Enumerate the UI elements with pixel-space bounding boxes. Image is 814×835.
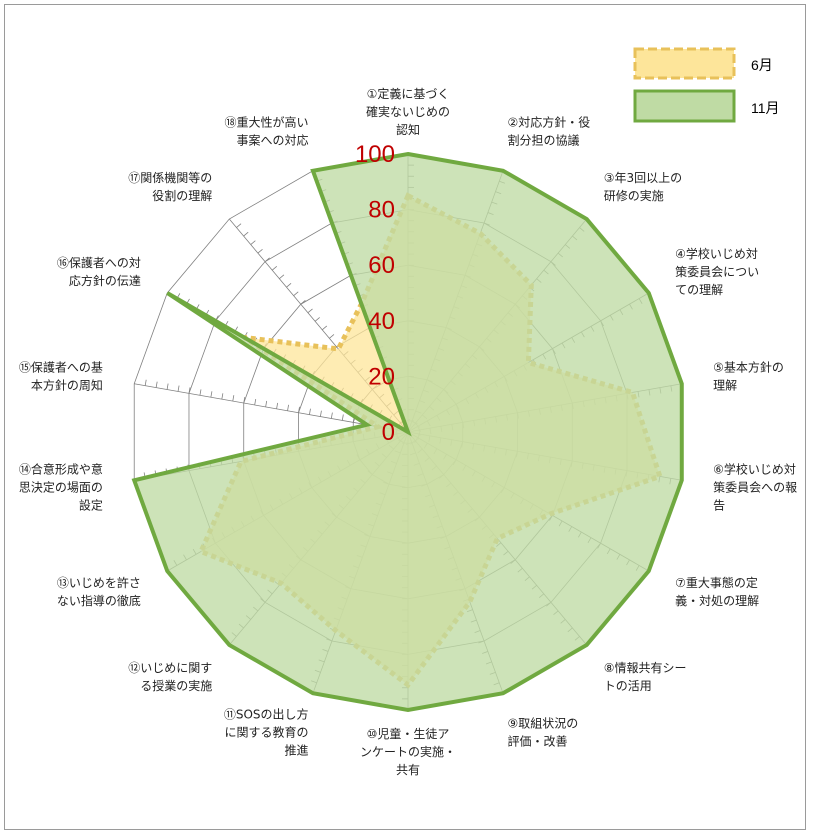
grid-tick [330, 412, 333, 419]
chart-frame [4, 4, 806, 830]
grid-tick [243, 231, 249, 237]
category-label: ⑨取組状況の評価・改善 [507, 716, 578, 749]
grid-tick [236, 223, 242, 228]
grid-tick [300, 300, 306, 305]
category-label: ⑤基本方針の理解 [713, 359, 784, 392]
grid-tick [155, 381, 158, 388]
grid-tick [199, 389, 202, 396]
category-label: ⑮保護者への基本方針の周知 [19, 359, 103, 392]
grid-tick [329, 334, 335, 339]
category-label: ⑧情報共有シートの活用 [604, 661, 687, 693]
legend: 6月 11月 [633, 47, 780, 123]
grid-tick [279, 274, 285, 279]
grid-tick [243, 397, 246, 404]
grid-tick [221, 393, 224, 400]
category-label: ④学校いじめ対策委員会についての理解 [675, 246, 759, 297]
grid-tick [276, 402, 279, 409]
grid-tick [314, 317, 320, 322]
category-label: ⑪SOSの出し方に関する教育の推進 [224, 707, 309, 758]
grid-tick [250, 240, 256, 245]
grid-tick [144, 379, 147, 386]
grid-tick [177, 385, 180, 392]
grid-tick [166, 383, 169, 390]
grid-tick [257, 248, 263, 254]
grid-tick [341, 414, 344, 421]
grid-tick [271, 265, 278, 271]
grid-tick [293, 291, 299, 297]
category-label: ⑩児童・生徒アンケートの実施・共有 [360, 726, 456, 777]
tick-label: 80 [368, 197, 395, 224]
series-11-area [131, 151, 684, 713]
grid-tick [188, 387, 191, 394]
grid-tick [319, 410, 322, 417]
grid-tick [210, 391, 213, 398]
legend-label-6: 6月 [751, 57, 773, 73]
radar-series [131, 151, 684, 713]
category-label: ③年3回以上の研修の実施 [604, 171, 682, 203]
grid-tick [232, 395, 235, 402]
grid-tick [298, 406, 300, 413]
grid-tick [254, 398, 257, 406]
category-label: ⑱重大性が高い事案への対応 [225, 114, 309, 147]
grid-tick [287, 404, 289, 411]
grid-tick [265, 400, 268, 407]
grid-tick [321, 325, 328, 331]
category-label: ⑯保護者への対応方針の伝達 [57, 255, 141, 288]
tick-label: 20 [368, 363, 395, 390]
radar-tick-labels: 0 20 40 60 80 100 [355, 141, 395, 446]
legend-swatch-11 [633, 89, 736, 123]
category-label: ②対応方針・役割分担の協議 [507, 114, 590, 147]
category-label: ⑥学校いじめ対策委員会への報告 [713, 462, 797, 513]
legend-label-11: 11月 [751, 100, 780, 116]
legend-swatch-6 [633, 47, 736, 80]
tick-label: 100 [355, 141, 395, 168]
category-label: ⑬いじめを許さない指導の徹底 [57, 576, 141, 608]
tick-label: 40 [368, 308, 395, 335]
category-label: ⑰関係機関等の役割の理解 [128, 170, 212, 203]
grid-tick [309, 408, 311, 415]
tick-label: 0 [382, 419, 395, 446]
category-label: ⑭合意形成や意思決定の場面の設定 [19, 462, 103, 513]
radar-category-labels: ①定義に基づく確実ないじめの認知 ②対応方針・役割分担の協議 ③年3回以上の研修の実… [19, 86, 797, 777]
tick-label: 60 [368, 252, 395, 279]
category-label: ⑫いじめに関する授業の実施 [128, 661, 212, 693]
grid-tick [307, 308, 313, 314]
category-label: ⑦重大事態の定義・対処の理解 [675, 575, 759, 608]
grid-tick [286, 283, 292, 288]
category-label: ①定義に基づく確実ないじめの認知 [366, 86, 450, 137]
grid-tick [264, 257, 270, 262]
